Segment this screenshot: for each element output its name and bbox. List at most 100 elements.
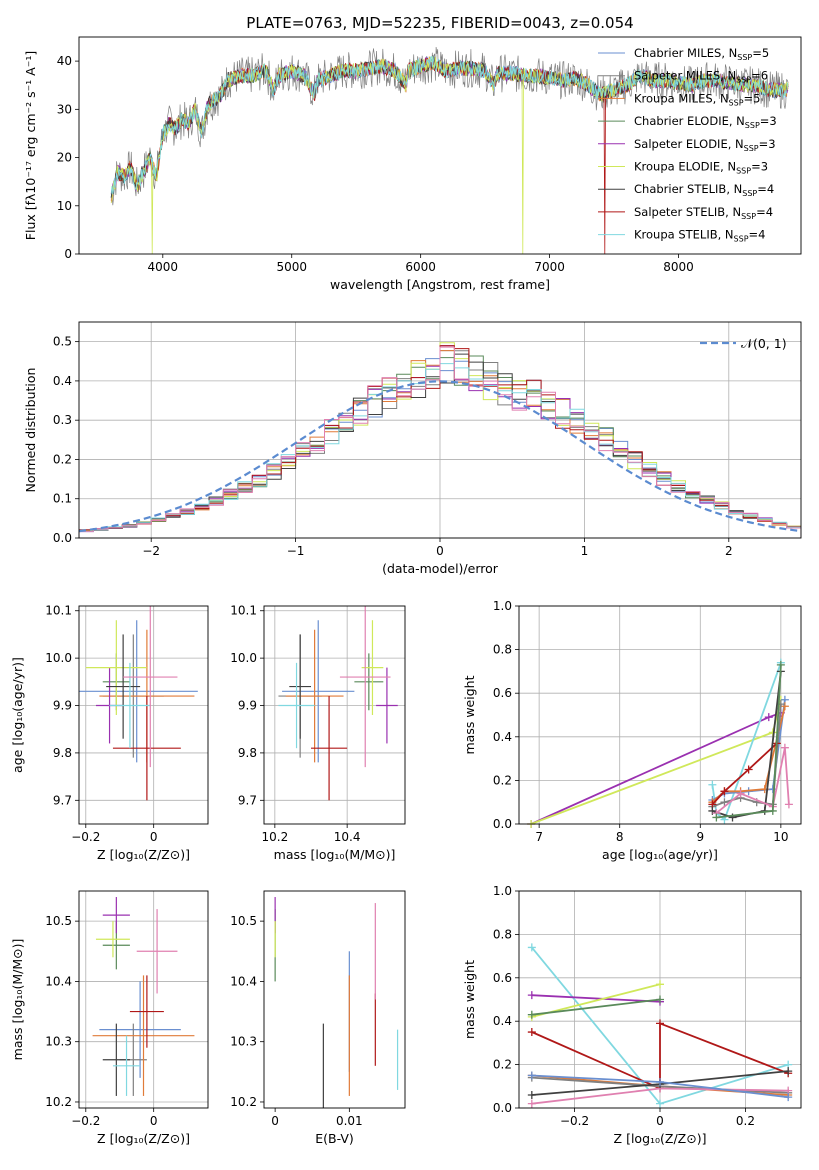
y-tick-label: 10.1 <box>45 604 72 618</box>
y-tick-label: 0.6 <box>493 686 512 700</box>
legend-label-sub: SSP <box>736 76 751 85</box>
point-marker <box>527 1028 536 1037</box>
axes-mass-weight-vs-Z: −0.2 0 0.2 0.0 0.2 0.4 0.6 0.8 1.0 Z [log₁₀(Z/Z⊙)… <box>462 884 801 1146</box>
series-line-salpeter-elodie <box>531 994 661 1003</box>
x-tick-label: 7000 <box>534 260 565 274</box>
y-tick-label: 0.4 <box>53 374 72 388</box>
y-tick-label: 0.0 <box>493 817 512 831</box>
legend-label: Salpeter STELIB, NSSP=4 <box>634 205 773 221</box>
axes-mass-weight-vs-age: 7 8 9 10 0.0 0.2 0.4 0.6 0.8 1.0 age [log₁₀(age/yr… <box>462 599 801 862</box>
legend-label-n: =4 <box>749 228 766 242</box>
series-line-salpeter-stelib <box>531 1022 789 1090</box>
legend-label-name: Kroupa ELODIE, N <box>634 160 736 174</box>
y-axis-label: mass [log₁₀(M/M⊙)] <box>10 939 25 1061</box>
legend-label: Salpeter ELODIE, NSSP=3 <box>634 137 776 153</box>
x-tick-label: 10.4 <box>334 830 361 844</box>
y-tick-label: 0.1 <box>53 492 72 506</box>
legend-label-sub: SSP <box>745 121 760 130</box>
x-axis-label: Z [log₁₀(Z/Z⊙)] <box>97 1131 190 1146</box>
y-tick-label: 10 <box>57 199 72 213</box>
axes-mass-vs-ebv: 0 0.01 10.2 10.3 10.4 10.5 E(B-V) <box>230 914 362 1146</box>
x-axis-label: age [log₁₀(age/yr)] <box>602 847 718 862</box>
legend-label-sub: SSP <box>742 189 757 198</box>
x-tick-label: 0 <box>436 544 444 558</box>
y-axis-label: age [log₁₀(age/yr)] <box>10 657 25 773</box>
x-tick-label: 10 <box>773 830 788 844</box>
y-tick-label: 0.0 <box>493 1101 512 1115</box>
x-tick-label: 1 <box>581 544 589 558</box>
legend-label-sub: SSP <box>729 98 744 107</box>
point-marker <box>744 765 753 774</box>
legend-label: Salpeter MILES, NSSP=6 <box>634 69 768 85</box>
x-tick-label: 0 <box>656 1114 664 1128</box>
x-tick-label: 2 <box>725 544 733 558</box>
series-line-chabrier-elodie <box>531 998 661 1016</box>
legend-label-name: Chabrier STELIB, N <box>634 182 742 196</box>
point-marker <box>708 780 717 789</box>
y-axis-label: Normed distribution <box>23 368 38 493</box>
x-tick-label: 8 <box>616 830 624 844</box>
axes-frame-spectrum <box>78 36 802 255</box>
y-tick-label: 0.5 <box>53 335 72 349</box>
point-marker <box>776 660 785 669</box>
axes-age-vs-Z: −0.2 0 9.7 9.8 9.9 10.0 10.1 Z [log₁₀(Z/Z⊙)] age… <box>10 604 208 862</box>
legend-label-name: Chabrier ELODIE, N <box>634 114 745 128</box>
y-tick-label: 1.0 <box>493 599 512 613</box>
axes-frame-mass-weight-vs-Z <box>518 890 802 1109</box>
y-tick-label: 10.3 <box>45 1035 72 1049</box>
point-marker <box>784 800 793 809</box>
x-axis-label: Z [log₁₀(Z/Z⊙)] <box>97 847 190 862</box>
x-tick-label: 10.2 <box>261 830 288 844</box>
point-marker <box>780 702 789 711</box>
y-tick-label: 9.9 <box>238 699 257 713</box>
legend-label-name: Salpeter MILES, N <box>634 69 736 83</box>
y-tick-label: 9.7 <box>53 793 72 807</box>
axes-frame-age-vs-mass <box>263 605 406 825</box>
legend-label-n: =4 <box>757 182 774 196</box>
axes-frame-residuals <box>78 321 802 539</box>
x-tick-label: 4000 <box>148 260 179 274</box>
legend-label-n: =3 <box>759 137 776 151</box>
point-marker <box>527 1010 536 1019</box>
x-axis-label: wavelength [Angstrom, rest frame] <box>330 277 550 292</box>
legend-label-name: Chabrier MILES, N <box>634 46 737 60</box>
series-line-salpeter-stelib <box>711 742 778 806</box>
axes-spectrum: 4000 5000 6000 7000 8000 0 10 20 30 40 wavelength … <box>23 51 694 292</box>
legend-label: Chabrier STELIB, NSSP=4 <box>634 182 774 198</box>
y-tick-label: 9.9 <box>53 699 72 713</box>
legend-label: Chabrier ELODIE, NSSP=3 <box>634 114 777 130</box>
point-marker <box>656 980 664 989</box>
spectrum-line-kroupa-elodie <box>110 56 789 254</box>
point-marker <box>527 991 536 1000</box>
legend-label-sub: SSP <box>736 167 751 176</box>
y-tick-label: 9.8 <box>238 746 257 760</box>
y-tick-label: 0.2 <box>493 773 512 787</box>
y-tick-label: 0.8 <box>493 927 512 941</box>
y-axis-label: mass weight <box>462 675 477 754</box>
point-marker <box>784 1067 793 1076</box>
y-axis-label: mass weight <box>462 960 477 1039</box>
y-tick-label: 0.4 <box>493 1014 512 1028</box>
y-tick-label: 0 <box>64 247 72 261</box>
y-tick-label: 0.6 <box>493 971 512 985</box>
point-marker <box>527 1071 536 1080</box>
y-tick-label: 10.5 <box>230 914 257 928</box>
histogram-pink <box>79 346 801 538</box>
y-tick-label: 10.4 <box>45 974 72 988</box>
x-tick-label: 9 <box>696 830 704 844</box>
axes-frame-mass-vs-Z <box>78 890 209 1109</box>
legend-label-n: =3 <box>760 114 777 128</box>
legend-label-name: Kroupa MILES, N <box>634 91 729 105</box>
y-tick-label: 9.7 <box>238 793 257 807</box>
x-axis-label: mass [log₁₀(M/M⊙)] <box>274 847 396 862</box>
x-tick-label: −0.2 <box>71 1114 100 1128</box>
y-tick-label: 0.2 <box>53 452 72 466</box>
point-marker <box>768 785 777 794</box>
point-marker <box>656 1077 664 1086</box>
axes-residuals: −2 −1 0 1 2 0.0 0.1 0.2 0.3 0.4 0.5 (data-model)/er… <box>23 322 801 576</box>
legend-label-n: =3 <box>751 160 768 174</box>
point-marker <box>720 798 729 807</box>
chart-title: PLATE=0763, MJD=52235, FIBERID=0043, z=0… <box>246 14 633 32</box>
legend-label: Kroupa STELIB, NSSP=4 <box>634 228 765 244</box>
